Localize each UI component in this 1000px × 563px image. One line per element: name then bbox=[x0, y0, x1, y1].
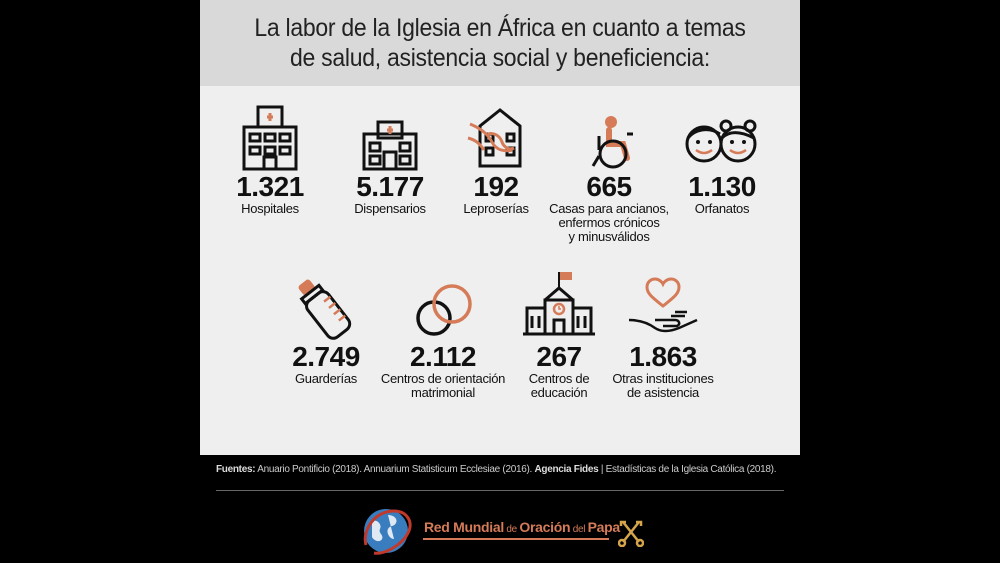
stat-leprosaria: 192 Leproserías bbox=[426, 104, 566, 216]
stat-hospitals: 1.321 Hospitales bbox=[200, 104, 340, 216]
title-line-2: de salud, asistencia social y beneficien… bbox=[289, 44, 710, 72]
sources-text: Anuario Pontificio (2018). Annuarium Sta… bbox=[255, 464, 535, 475]
stat-other-institutions: 1.863 Otras instituciones de asistencia bbox=[593, 276, 733, 400]
title-band: La labor de la Iglesia en África en cuan… bbox=[200, 0, 800, 86]
stat-label: Casas para ancianos, enfermos crónicos y… bbox=[549, 201, 669, 244]
stat-label: Leproserías bbox=[463, 201, 529, 216]
heart-hand-icon bbox=[628, 277, 698, 333]
stat-label: Guarderías bbox=[294, 371, 358, 386]
sources-footer: Fuentes: Anuario Pontificio (2018). Annu… bbox=[216, 464, 796, 475]
stat-value: 1.863 bbox=[629, 341, 697, 372]
stat-orphanages: 1.130 Orfanatos bbox=[652, 104, 792, 216]
dispensary-icon bbox=[362, 120, 418, 171]
stat-value: 5.177 bbox=[356, 171, 424, 202]
stat-label: Orfanatos bbox=[694, 201, 750, 216]
page-title: La labor de la Iglesia en África en cuan… bbox=[254, 13, 746, 73]
stat-label: Otras instituciones de asistencia bbox=[612, 371, 714, 400]
stat-label: Dispensarios bbox=[354, 201, 426, 216]
logo-underline bbox=[423, 538, 609, 540]
logo-text: Red Mundial de Oración del Papa bbox=[424, 519, 620, 535]
sources-label: Fuentes: bbox=[216, 464, 256, 475]
stat-label: Centros de orientación matrimonial bbox=[380, 371, 506, 400]
stat-value: 1.130 bbox=[688, 171, 756, 202]
stat-care-homes: 665 Casas para ancianos, enfermos crónic… bbox=[539, 104, 679, 244]
papal-keys-icon bbox=[618, 520, 644, 547]
stat-label: Centros de educación bbox=[528, 371, 590, 400]
sources-tail: | Estadísticas de la Iglesia Católica (2… bbox=[598, 464, 777, 475]
divider bbox=[216, 490, 784, 491]
leprosy-hands-icon bbox=[467, 108, 522, 168]
globe-heart-icon bbox=[363, 509, 412, 555]
stat-marriage-centers: 2.112 Centros de orientación matrimonial bbox=[373, 276, 513, 400]
infographic-panel: La labor de la Iglesia en África en cuan… bbox=[200, 0, 800, 455]
school-icon bbox=[523, 272, 595, 336]
stat-nurseries: 2.749 Guarderías bbox=[256, 276, 396, 386]
wheelchair-icon bbox=[591, 116, 633, 169]
stat-dispensaries: 5.177 Dispensarios bbox=[320, 104, 460, 216]
baby-bottle-icon bbox=[298, 279, 352, 340]
stat-value: 2.749 bbox=[292, 341, 360, 372]
agency-name: Agencia Fides bbox=[534, 464, 599, 475]
network-logo: Red Mundial de Oración del Papa bbox=[360, 505, 650, 557]
stat-education-centers: 267 Centros de educación bbox=[489, 270, 629, 400]
stat-value: 2.112 bbox=[409, 341, 477, 372]
hospital-icon bbox=[242, 105, 298, 171]
stat-value: 1.321 bbox=[236, 171, 304, 202]
stat-value: 267 bbox=[536, 341, 582, 372]
stat-value: 192 bbox=[473, 171, 519, 202]
stat-value: 665 bbox=[586, 171, 632, 202]
title-line-1: La labor de la Iglesia en África en cuan… bbox=[254, 14, 746, 42]
stat-label: Hospitales bbox=[241, 201, 299, 216]
wedding-rings-icon bbox=[416, 284, 472, 336]
children-faces-icon bbox=[685, 119, 757, 163]
